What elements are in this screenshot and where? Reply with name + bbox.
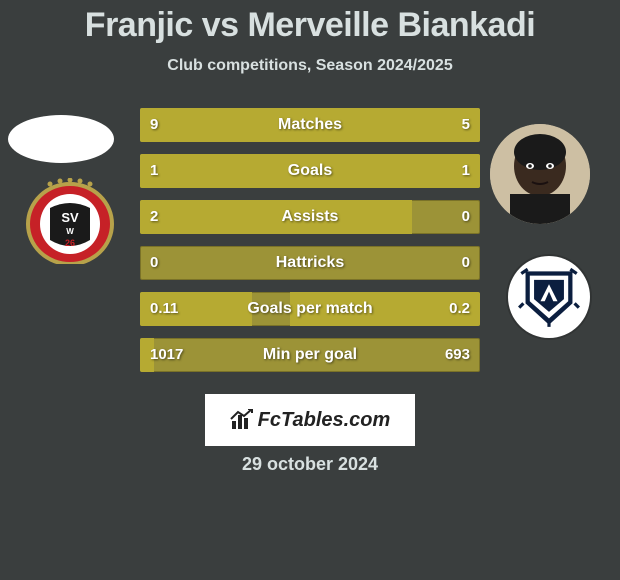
stat-label: Min per goal xyxy=(140,338,480,372)
stat-row: 1017693Min per goal xyxy=(140,338,480,372)
comparison-card: Franjic vs Merveille Biankadi Club compe… xyxy=(0,0,620,580)
stat-row: 0.110.2Goals per match xyxy=(140,292,480,326)
page-title: Franjic vs Merveille Biankadi xyxy=(0,0,620,45)
subtitle: Club competitions, Season 2024/2025 xyxy=(0,57,620,75)
stat-row: 20Assists xyxy=(140,200,480,234)
stat-label: Matches xyxy=(140,108,480,142)
stats-area: 95Matches 11Goals 20Assists 00Hattricks 0.11… xyxy=(0,108,620,384)
stat-row: 11Goals xyxy=(140,154,480,188)
fctables-logo: FcTables.com xyxy=(205,394,415,446)
stat-label: Goals xyxy=(140,154,480,188)
stat-row: 95Matches xyxy=(140,108,480,142)
date-text: 29 october 2024 xyxy=(0,454,620,475)
stat-label: Hattricks xyxy=(140,246,480,280)
stat-row: 00Hattricks xyxy=(140,246,480,280)
chart-icon xyxy=(230,409,256,431)
stat-label: Assists xyxy=(140,200,480,234)
logo-text: FcTables.com xyxy=(258,409,391,432)
stat-label: Goals per match xyxy=(140,292,480,326)
